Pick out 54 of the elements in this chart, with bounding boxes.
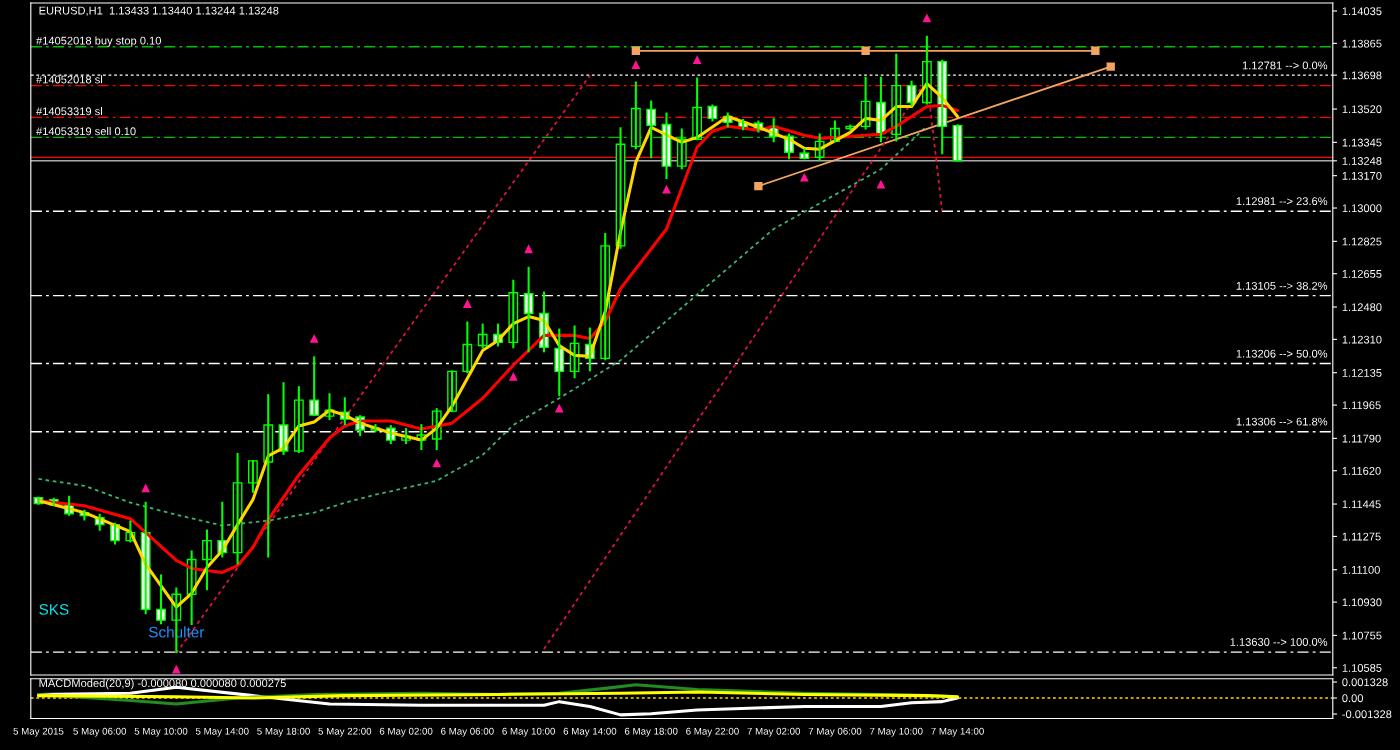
y-tick-label: 1.11275 [1342, 532, 1381, 541]
annotation: 1.13206 --> 50.0% [1236, 349, 1328, 358]
x-tick-label: 7 May 10:00 [869, 727, 923, 737]
y-tick-label: 1.13520 [1342, 105, 1382, 114]
annotation: 1.12981 --> 23.6% [1236, 197, 1328, 206]
x-tick-label: 7 May 06:00 [808, 727, 862, 737]
y-tick-label: 1.10585 [1342, 664, 1382, 672]
y-tick-label: 1.13865 [1342, 39, 1382, 48]
y-tick-label: 1.11965 [1342, 401, 1381, 410]
x-tick-label: 6 May 14:00 [563, 727, 617, 737]
x-tick-label: 5 May 22:00 [318, 727, 372, 737]
annotation: 1.13306 --> 61.8% [1236, 417, 1328, 426]
ref-line-label: #14052018 buy stop 0.10 [36, 36, 161, 47]
x-tick-label: 6 May 10:00 [502, 727, 555, 737]
x-tick-label: 5 May 18:00 [257, 727, 310, 737]
x-tick-label: 6 May 02:00 [379, 727, 433, 737]
y-tick-label: 1.10930 [1342, 598, 1382, 607]
y-tick-label: 1.13248 [1342, 157, 1382, 165]
annotation: 1.12781 --> 0.0% [1242, 61, 1328, 70]
y-tick-label: 1.14035 [1342, 7, 1382, 16]
y-tick-label: 1.12310 [1342, 335, 1382, 344]
x-tick-label: 7 May 02:00 [747, 727, 801, 737]
ref-line-label: #14052018 sl [36, 75, 102, 84]
y-tick-label: 1.13000 [1342, 204, 1382, 213]
x-tick-label: 5 May 10:00 [134, 727, 188, 737]
x-tick-label: 7 May 14:00 [931, 727, 984, 737]
y-tick-label: 1.13345 [1342, 138, 1382, 147]
y-tick-label: -0.001328 [1342, 710, 1392, 719]
ref-line-label: #14053319 sl [36, 107, 102, 116]
y-tick-label: 1.11790 [1342, 434, 1381, 443]
y-tick-label: 1.12655 [1342, 269, 1382, 278]
chart-title: EURUSD,H1 1.13433 1.13440 1.13244 1.13248 [39, 6, 279, 16]
annotation: 1.13105 --> 38.2% [1236, 281, 1328, 290]
y-tick-label: 1.12135 [1342, 368, 1382, 377]
x-tick-label: 6 May 18:00 [624, 727, 678, 737]
y-tick-label: 1.13698 [1342, 71, 1382, 80]
x-tick-label: 6 May 22:00 [686, 727, 739, 737]
x-tick-label: 5 May 06:00 [73, 727, 127, 737]
y-tick-label: 1.11620 [1342, 467, 1381, 475]
x-tick-label: 6 May 06:00 [441, 727, 494, 737]
ref-line-label: #14053319 sell 0.10 [36, 127, 136, 136]
y-tick-label: 1.12825 [1342, 237, 1382, 246]
y-tick-label: 0.00 [1342, 694, 1364, 703]
x-tick-label: 5 May 2015 [13, 727, 64, 737]
y-tick-label: 1.12480 [1342, 303, 1382, 312]
annotation: 1.13630 --> 100.0% [1230, 638, 1328, 646]
y-tick-label: 1.10755 [1342, 631, 1382, 640]
y-tick-label: 1.13170 [1342, 171, 1382, 180]
y-tick-label: 1.11100 [1342, 565, 1380, 574]
chart-title: MACDModed(20,9) -0.000080 0.000080 0.000275 [39, 678, 286, 690]
x-tick-label: 5 May 14:00 [195, 727, 249, 737]
y-tick-label: 0.001328 [1342, 678, 1388, 687]
y-tick-label: 1.11445 [1342, 500, 1381, 509]
annotation: SKS [39, 604, 69, 615]
